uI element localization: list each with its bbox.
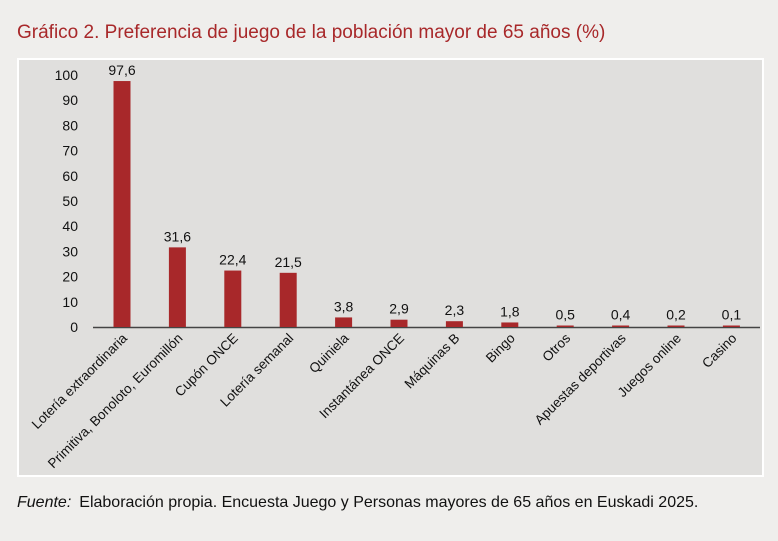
source-label: Fuente: <box>17 494 72 511</box>
x-tick-label: Máquinas B <box>402 331 463 392</box>
y-tick-label: 50 <box>62 193 78 209</box>
bar <box>445 321 463 327</box>
data-label: 1,8 <box>500 303 520 319</box>
data-label: 2,3 <box>445 302 465 318</box>
y-tick-label: 70 <box>62 143 78 159</box>
bar <box>113 81 131 327</box>
data-label: 97,6 <box>108 62 135 78</box>
x-tick-label: Quiniela <box>306 330 352 376</box>
x-tick-label: Otros <box>539 330 573 364</box>
y-tick-label: 40 <box>62 218 78 234</box>
bar <box>224 270 242 327</box>
bar <box>390 319 408 327</box>
bar <box>335 317 353 327</box>
chart-area: 0 10 20 30 40 50 60 70 80 90 100 97,6 Lotería extrao… <box>17 58 764 477</box>
bar <box>667 325 685 327</box>
bar <box>556 325 574 327</box>
chart-title: Gráfico 2. Preferencia de juego de la po… <box>17 22 606 43</box>
data-label: 0,1 <box>722 307 742 323</box>
source-text: Elaboración propia. Encuesta Juego y Per… <box>79 494 699 511</box>
x-tick-label: Lotería extraordinaria <box>29 330 131 432</box>
y-tick-label: 80 <box>62 117 78 133</box>
data-label: 0,5 <box>555 307 575 323</box>
data-label: 31,6 <box>164 228 191 244</box>
bar-chart: 0 10 20 30 40 50 60 70 80 90 100 97,6 Lotería extrao… <box>29 62 760 471</box>
y-tick-label: 10 <box>62 294 78 310</box>
y-tick-label: 60 <box>62 168 78 184</box>
data-label: 2,9 <box>389 301 409 317</box>
x-tick-label: Apuestas deportivas <box>532 330 629 427</box>
y-tick-label: 0 <box>70 319 78 335</box>
y-tick-label: 100 <box>55 67 79 83</box>
bar <box>168 247 186 327</box>
bar <box>722 325 740 327</box>
bar <box>612 325 630 327</box>
x-tick-label: Bingo <box>483 331 518 366</box>
bar <box>501 322 519 327</box>
y-tick-label: 30 <box>62 243 78 259</box>
y-tick-label: 20 <box>62 269 78 285</box>
data-label: 21,5 <box>275 254 302 270</box>
x-tick-label: Casino <box>699 331 739 371</box>
data-label: 3,8 <box>334 298 354 314</box>
bar <box>279 272 297 327</box>
y-tick-label: 90 <box>62 92 78 108</box>
data-label: 0,4 <box>611 307 631 323</box>
data-label: 0,2 <box>666 307 686 323</box>
source-note: Fuente: Elaboración propia. Encuesta Jueg… <box>17 494 698 512</box>
data-label: 22,4 <box>219 252 246 268</box>
